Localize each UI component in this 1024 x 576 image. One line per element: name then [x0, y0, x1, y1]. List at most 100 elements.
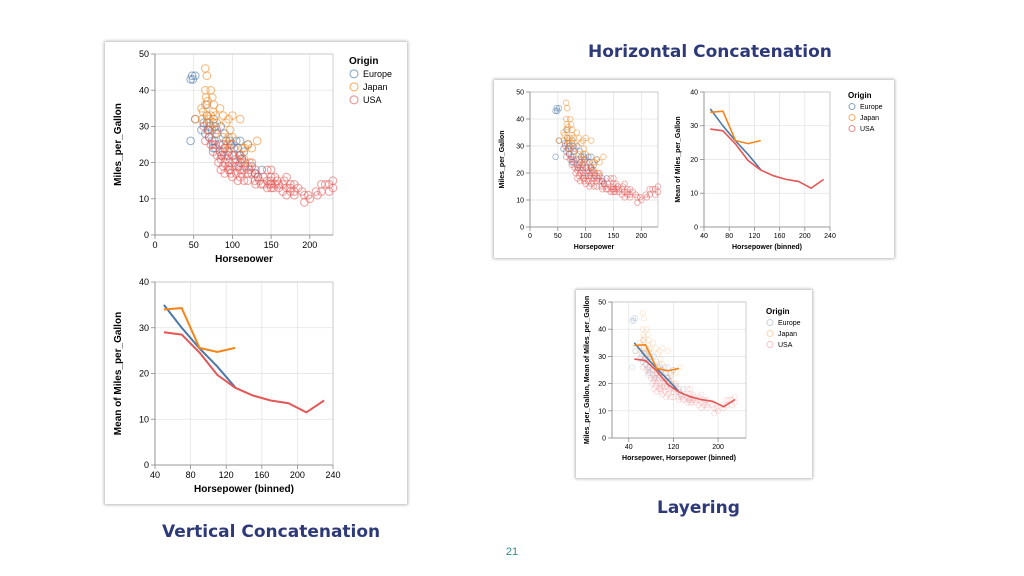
scatter-point-usa: [723, 402, 730, 409]
scatter-point-usa: [656, 372, 663, 379]
y-tick-label: 0: [520, 224, 524, 231]
y-axis-title: Mean of Miles_per_Gallon: [113, 312, 124, 435]
scatter-point-usa: [676, 388, 683, 395]
scatter-point-japan: [596, 158, 603, 166]
scatter-point-europe: [645, 369, 652, 376]
scatter-point-europe: [640, 350, 647, 357]
x-tick-label: 80: [725, 233, 733, 240]
scatter-point-japan: [235, 114, 245, 124]
vertical-concatenation-title: Vertical Concatenation: [162, 522, 381, 542]
x-axis-title: Horsepower: [215, 254, 273, 262]
scatter-point-japan: [657, 356, 664, 363]
y-axis-title: Mean of Miles_per_Gallon: [675, 116, 682, 202]
scatter-point-usa: [729, 402, 736, 409]
scatter-point-usa: [663, 394, 670, 401]
x-tick-label: 200: [799, 233, 811, 240]
scatter-point-japan: [202, 71, 212, 81]
scatter-point-usa: [686, 396, 693, 403]
series-line-usa: [634, 358, 736, 408]
scatter-point-japan: [659, 361, 666, 368]
horizontal-scatter-chart: 0 50 100 150 200 0 10 20 30 40 50 Horsepower Miles_p…: [499, 89, 662, 251]
scatter-point-japan: [600, 153, 607, 161]
scatter-point-usa: [582, 172, 589, 179]
horizontal-line-chart: 40 80 120 160 200 240 0 10 20 30 40 Horsepower (bin…: [675, 89, 883, 251]
x-tick-label: 120: [749, 233, 761, 240]
scatter-point-europe: [187, 71, 197, 81]
page-number: 21: [505, 546, 519, 558]
scatter-point-usa: [651, 375, 658, 382]
scatter-point-usa: [664, 380, 671, 387]
legend-title: Origin: [349, 56, 378, 67]
vertical-concat-card: 0 50 100 150 200 0 10 20 30 40 50 Horsepower Miles_p…: [105, 42, 407, 504]
x-tick-label: 40: [700, 233, 708, 240]
y-tick-label: 10: [690, 191, 698, 198]
y-tick-label: 0: [144, 230, 149, 240]
scatter-point-japan: [573, 129, 580, 136]
scatter-point-usa: [657, 380, 664, 387]
scatter-point-usa: [692, 396, 699, 403]
series-line-japan: [163, 307, 236, 354]
y-axis-title: Miles_per_Gallon, Mean of Miles_per_Gall…: [584, 296, 591, 444]
scatter-point-japan: [228, 111, 237, 120]
scatter-point-usa: [648, 375, 655, 382]
series-line-japan: [634, 343, 680, 372]
scatter-point-usa: [646, 367, 653, 374]
scatter-point-usa: [675, 394, 682, 401]
scatter-point-europe: [651, 375, 658, 382]
x-tick-label: 160: [254, 470, 269, 480]
scatter-point-japan: [190, 114, 200, 124]
scatter-point-usa: [650, 386, 657, 393]
scatter-point-usa: [626, 194, 634, 201]
legend-label-usa: USA: [860, 126, 875, 133]
scatter-point-europe: [680, 386, 687, 393]
scatter-point-japan: [650, 339, 657, 346]
scatter-point-europe: [555, 104, 563, 112]
scatter-point-usa: [282, 172, 291, 182]
scatter-point-usa: [653, 375, 660, 382]
scatter-point-japan: [555, 137, 563, 144]
scatter-point-europe: [629, 364, 636, 371]
scatter-point-japan: [641, 334, 648, 341]
y-axis-title: Miles_per_Gallon: [499, 131, 506, 189]
scatter-point-usa: [645, 372, 652, 379]
scatter-point-usa: [652, 383, 659, 390]
x-tick-label: 40: [150, 470, 160, 480]
scatter-point-japan: [587, 137, 595, 144]
legend-label-europe: Europe: [778, 320, 801, 327]
scatter-point-japan: [664, 347, 671, 354]
scatter-point-usa: [650, 377, 657, 384]
scatter-point-japan: [632, 347, 639, 354]
legend-symbol-japan: [848, 114, 856, 122]
horizontal-concatenation-title: Horizontal Concatenation: [588, 42, 832, 62]
vertical-scatter-chart: 0 50 100 150 200 0 10 20 30 40 50 Horsepower Miles_p…: [113, 49, 392, 262]
scatter-point-usa: [684, 399, 691, 406]
scatter-point-usa: [653, 380, 660, 387]
scatter-point-usa: [320, 179, 330, 189]
y-tick-label: 10: [139, 194, 149, 204]
legend-symbol-japan: [766, 330, 774, 338]
scatter-point-japan: [575, 134, 583, 142]
y-tick-label: 40: [516, 116, 524, 123]
scatter-point-usa: [262, 165, 272, 175]
scatter-point-usa: [698, 405, 705, 412]
scatter-point-europe: [664, 375, 671, 382]
scatter-point-japan: [677, 364, 684, 371]
scatter-point-japan: [654, 350, 661, 357]
scatter-point-europe: [629, 318, 636, 325]
y-tick-label: 50: [139, 49, 149, 59]
x-axis-title: Horsepower: [574, 244, 615, 251]
scatter-point-japan: [656, 347, 663, 354]
scatter-point-japan: [582, 134, 589, 142]
x-tick-label: 80: [186, 470, 196, 480]
scatter-point-europe: [552, 153, 559, 161]
series-line-usa: [710, 128, 825, 190]
scatter-point-usa: [706, 399, 713, 406]
x-tick-label: 200: [290, 470, 305, 480]
legend-symbol-usa: [766, 341, 774, 349]
x-tick-label: 120: [219, 470, 234, 480]
y-tick-label: 40: [690, 89, 698, 96]
scatter-point-europe: [630, 318, 637, 325]
scatter-point-usa: [266, 165, 276, 175]
scatter-point-usa: [664, 391, 671, 398]
scatter-point-usa: [212, 125, 222, 135]
